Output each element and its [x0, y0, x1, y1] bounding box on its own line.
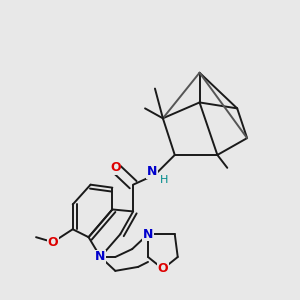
Text: O: O	[48, 236, 58, 249]
Text: H: H	[160, 175, 168, 185]
Text: O: O	[158, 262, 168, 275]
Text: N: N	[143, 228, 153, 241]
Text: N: N	[95, 250, 106, 263]
Text: N: N	[147, 165, 157, 178]
Text: O: O	[110, 161, 121, 174]
